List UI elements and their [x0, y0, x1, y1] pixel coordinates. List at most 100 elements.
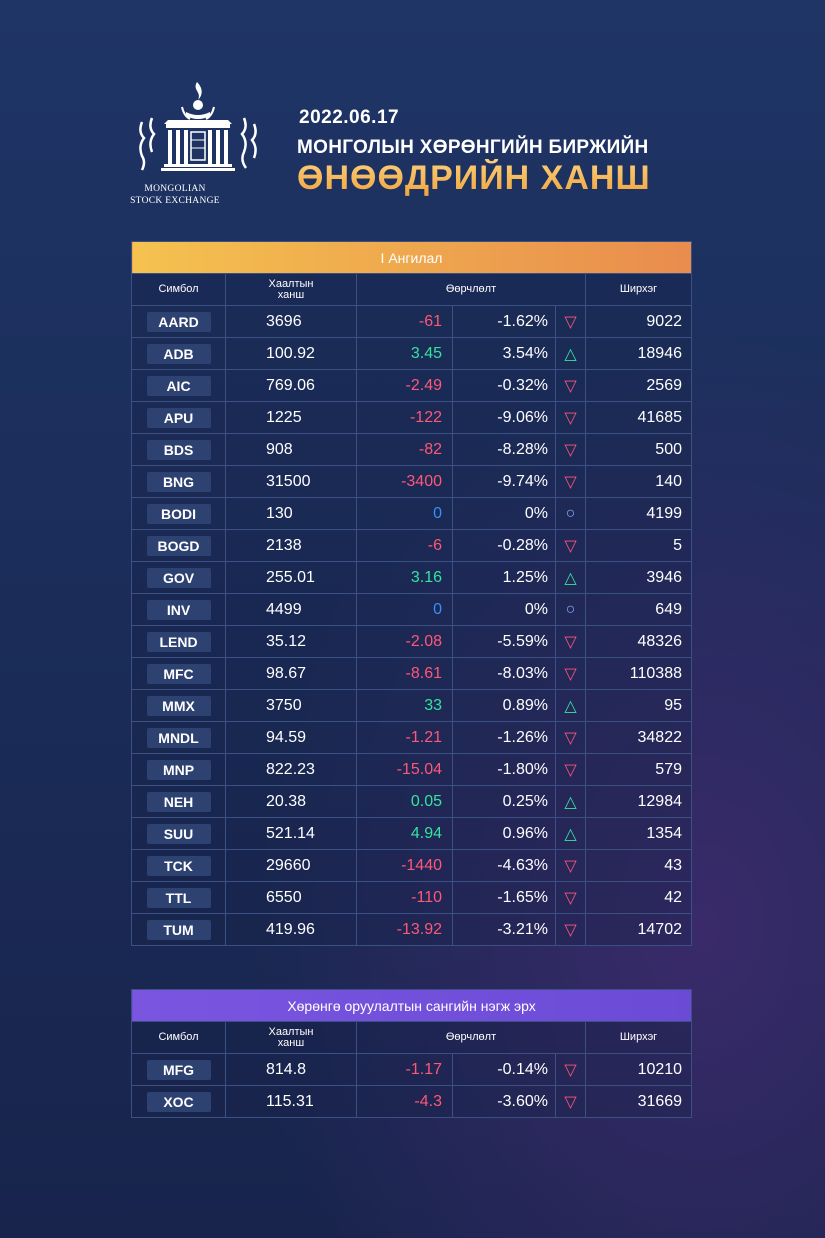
change-value: -110	[356, 881, 453, 914]
change-value: -1.21	[356, 721, 453, 754]
table-row: GOV 255.01 3.16 1.25% △ 3946	[131, 561, 692, 594]
section1-title: I Ангилал	[131, 241, 692, 274]
logo-caption: MONGOLIAN STOCK EXCHANGE	[130, 183, 220, 207]
volume-value: 34822	[585, 721, 692, 754]
symbol-cell: TUM	[131, 913, 226, 946]
close-price: 2138	[225, 529, 357, 562]
down-triangle-icon: ▽	[555, 721, 586, 754]
change-percent: 1.25%	[452, 561, 556, 594]
table-row: MNP 822.23 -15.04 -1.80% ▽ 579	[131, 753, 692, 786]
change-value: 0	[356, 593, 453, 626]
symbol-cell: MNDL	[131, 721, 226, 754]
change-percent: -1.62%	[452, 305, 556, 338]
change-value: 3.45	[356, 337, 453, 370]
table-row: AARD 3696 -61 -1.62% ▽ 9022	[131, 305, 692, 338]
symbol-cell: AARD	[131, 305, 226, 338]
symbol-badge: XOC	[146, 1091, 211, 1112]
symbol-badge: BODI	[146, 503, 211, 524]
col-close-header: Хаалтын ханш	[225, 273, 357, 306]
change-value: -3400	[356, 465, 453, 498]
circle-icon: ○	[555, 593, 586, 626]
close-price: 98.67	[225, 657, 357, 690]
table-row: AIC 769.06 -2.49 -0.32% ▽ 2569	[131, 369, 692, 402]
mse-emblem-icon	[139, 82, 257, 171]
change-percent: -8.03%	[452, 657, 556, 690]
change-value: -15.04	[356, 753, 453, 786]
symbol-cell: XOC	[131, 1085, 226, 1118]
change-percent: 0.96%	[452, 817, 556, 850]
table-row: SUU 521.14 4.94 0.96% △ 1354	[131, 817, 692, 850]
section2-band: Хөрөнгө оруулалтын сангийн нэгж эрх	[130, 989, 693, 1022]
symbol-cell: APU	[131, 401, 226, 434]
close-price: 255.01	[225, 561, 357, 594]
col-change-header: Өөрчлөлт	[356, 273, 586, 306]
change-value: -61	[356, 305, 453, 338]
circle-icon: ○	[555, 497, 586, 530]
section1-table: I Ангилал Симбол Хаалтын ханш Өөрчлөлт Ш…	[131, 241, 692, 946]
table-row: MNDL 94.59 -1.21 -1.26% ▽ 34822	[131, 721, 692, 754]
symbol-cell: MFG	[131, 1053, 226, 1086]
change-percent: -3.21%	[452, 913, 556, 946]
col-symbol-header: Симбол	[131, 273, 226, 306]
volume-value: 48326	[585, 625, 692, 658]
section2-title: Хөрөнгө оруулалтын сангийн нэгж эрх	[130, 989, 693, 1022]
volume-value: 14702	[585, 913, 692, 946]
change-percent: -1.65%	[452, 881, 556, 914]
symbol-badge: BDS	[146, 439, 211, 460]
section2-table: Хөрөнгө оруулалтын сангийн нэгж эрх Симб…	[130, 989, 693, 1118]
table-row: XOC 115.31 -4.3 -3.60% ▽ 31669	[131, 1085, 693, 1118]
down-triangle-icon: ▽	[555, 1053, 586, 1086]
change-percent: -8.28%	[452, 433, 556, 466]
table-row: BOGD 2138 -6 -0.28% ▽ 5	[131, 529, 692, 562]
table-row: TTL 6550 -110 -1.65% ▽ 42	[131, 881, 692, 914]
symbol-cell: BNG	[131, 465, 226, 498]
table-row: APU 1225 -122 -9.06% ▽ 41685	[131, 401, 692, 434]
close-price: 814.8	[225, 1053, 357, 1086]
symbol-cell: BDS	[131, 433, 226, 466]
logo-caption-line2: STOCK EXCHANGE	[130, 196, 220, 206]
down-triangle-icon: ▽	[555, 401, 586, 434]
close-price: 769.06	[225, 369, 357, 402]
volume-value: 579	[585, 753, 692, 786]
close-price: 4499	[225, 593, 357, 626]
change-value: -2.49	[356, 369, 453, 402]
change-percent: 0.89%	[452, 689, 556, 722]
change-percent: -9.06%	[452, 401, 556, 434]
symbol-badge: TUM	[146, 919, 211, 940]
close-price: 29660	[225, 849, 357, 882]
change-value: 33	[356, 689, 453, 722]
symbol-cell: MMX	[131, 689, 226, 722]
close-price: 100.92	[225, 337, 357, 370]
symbol-cell: NEH	[131, 785, 226, 818]
section2-header-row: Симбол Хаалтын ханш Өөрчлөлт Ширхэг	[131, 1021, 693, 1054]
change-value: -82	[356, 433, 453, 466]
symbol-badge: SUU	[146, 823, 211, 844]
symbol-cell: TCK	[131, 849, 226, 882]
table-row: TCK 29660 -1440 -4.63% ▽ 43	[131, 849, 692, 882]
volume-value: 140	[585, 465, 692, 498]
symbol-badge: NEH	[146, 791, 211, 812]
volume-value: 18946	[585, 337, 692, 370]
mse-logo	[130, 72, 270, 212]
symbol-cell: MNP	[131, 753, 226, 786]
section1-band: I Ангилал	[131, 241, 692, 274]
symbol-cell: LEND	[131, 625, 226, 658]
symbol-badge: BNG	[146, 471, 211, 492]
volume-value: 3946	[585, 561, 692, 594]
col-close-header-line1: Хаалтын	[268, 1025, 314, 1038]
close-price: 20.38	[225, 785, 357, 818]
volume-value: 5	[585, 529, 692, 562]
page-subtitle: МОНГОЛЫН ХӨРӨНГИЙН БИРЖИЙН	[297, 137, 649, 158]
page-header: 2022.06.17 МОНГОЛЫН ХӨРӨНГИЙН БИРЖИЙН ӨН…	[297, 107, 651, 198]
symbol-cell: ADB	[131, 337, 226, 370]
down-triangle-icon: ▽	[555, 753, 586, 786]
page-title: ӨНӨӨДРИЙН ХАНШ	[297, 159, 651, 197]
change-percent: -1.80%	[452, 753, 556, 786]
symbol-badge: INV	[146, 599, 211, 620]
volume-value: 649	[585, 593, 692, 626]
up-triangle-icon: △	[555, 689, 586, 722]
change-value: -1440	[356, 849, 453, 882]
change-percent: -0.28%	[452, 529, 556, 562]
down-triangle-icon: ▽	[555, 305, 586, 338]
report-date: 2022.06.17	[299, 107, 400, 128]
